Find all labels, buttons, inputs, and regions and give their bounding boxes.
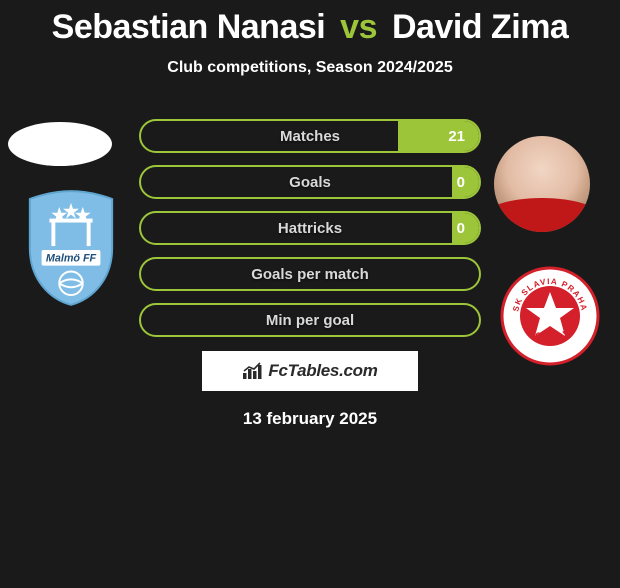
stat-row-hattricks: Hattricks 0: [139, 211, 481, 245]
stat-row-matches: Matches 21: [139, 119, 481, 153]
player2-club-badge: SK SLAVIA PRAHA FOTBAL: [500, 266, 600, 366]
stats-container: Matches 21 Goals 0 Hattricks 0 Goals per…: [139, 119, 481, 337]
stat-label: Matches: [280, 128, 340, 145]
date-line: 13 february 2025: [0, 409, 620, 429]
player2-name: David Zima: [392, 8, 568, 46]
stat-value-right: 21: [448, 128, 465, 145]
player2-avatar: [494, 136, 590, 232]
svg-text:Malmö FF: Malmö FF: [46, 253, 97, 265]
player1-avatar: [8, 122, 112, 166]
brand-box[interactable]: FcTables.com: [202, 351, 418, 391]
subtitle: Club competitions, Season 2024/2025: [0, 59, 620, 77]
stat-label: Goals: [289, 174, 331, 191]
stat-value-right: 0: [457, 174, 465, 191]
comparison-title: Sebastian Nanasi vs David Zima: [0, 8, 620, 47]
stat-value-right: 0: [457, 220, 465, 237]
stat-fill-right: [398, 121, 479, 151]
player1-club-badge: Malmö FF: [22, 188, 120, 308]
stat-row-goals-per-match: Goals per match: [139, 257, 481, 291]
brand-text: FcTables.com: [268, 361, 377, 381]
bar-chart-icon: [242, 362, 264, 380]
vs-label: vs: [340, 8, 377, 46]
stat-label: Hattricks: [278, 220, 342, 237]
stat-row-min-per-goal: Min per goal: [139, 303, 481, 337]
stat-label: Min per goal: [266, 312, 354, 329]
player1-name: Sebastian Nanasi: [52, 8, 326, 46]
stat-row-goals: Goals 0: [139, 165, 481, 199]
stat-label: Goals per match: [251, 266, 369, 283]
